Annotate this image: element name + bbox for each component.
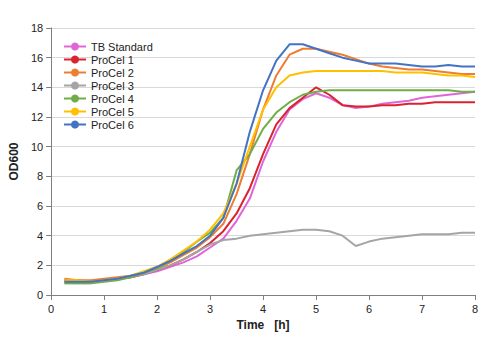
svg-text:ProCel 5: ProCel 5 [91,106,134,118]
svg-text:3: 3 [207,303,213,315]
svg-text:ProCel 4: ProCel 4 [91,93,134,105]
svg-text:5: 5 [313,303,319,315]
svg-text:16: 16 [31,52,43,64]
svg-text:18: 18 [31,22,43,34]
svg-text:2: 2 [154,303,160,315]
svg-text:ProCel 3: ProCel 3 [91,80,134,92]
svg-text:2: 2 [37,259,43,271]
svg-text:10: 10 [31,141,43,153]
svg-text:4: 4 [37,230,43,242]
svg-text:8: 8 [37,170,43,182]
svg-text:ProCel 1: ProCel 1 [91,54,134,66]
svg-text:6: 6 [366,303,372,315]
svg-text:8: 8 [472,303,478,315]
svg-text:0: 0 [37,289,43,301]
svg-text:12: 12 [31,111,43,123]
svg-text:0: 0 [48,303,54,315]
svg-text:1: 1 [101,303,107,315]
svg-text:4: 4 [260,303,266,315]
svg-text:Time [h]: Time [h] [237,318,290,332]
svg-text:7: 7 [419,303,425,315]
svg-text:ProCel 6: ProCel 6 [91,119,134,131]
svg-text:TB Standard: TB Standard [91,41,153,53]
svg-text:OD600: OD600 [7,142,21,180]
svg-text:ProCel 2: ProCel 2 [91,67,134,79]
svg-text:6: 6 [37,200,43,212]
svg-text:14: 14 [31,81,43,93]
